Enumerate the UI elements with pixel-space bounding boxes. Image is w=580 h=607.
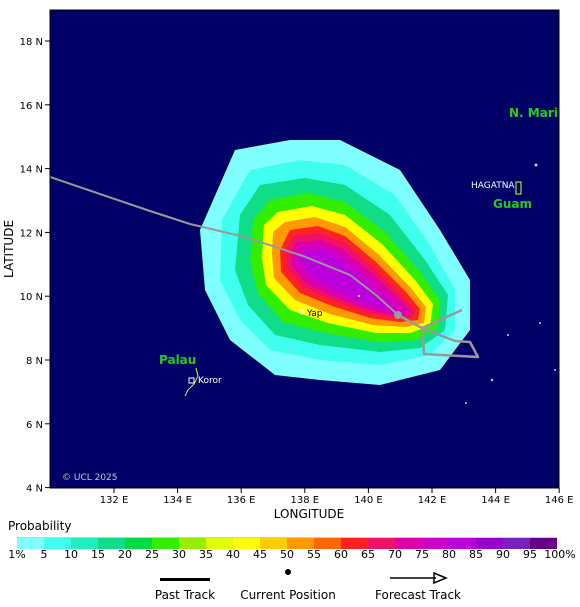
legend-swatch [476, 538, 503, 549]
x-tick-label: 132 E [100, 495, 129, 506]
legend-label: 85 [469, 548, 483, 561]
x-tick-label: 144 E [481, 495, 510, 506]
legend-label: 90 [496, 548, 510, 561]
x-axis: 132 E 134 E 136 E 138 E 140 E 142 E 144 E 146 E [100, 488, 574, 506]
place-label-koror: Koror [198, 376, 222, 386]
storm-tracks [50, 176, 480, 359]
legend-swatch [368, 538, 395, 549]
legend-label: 55 [307, 548, 321, 561]
y-tick-label: 8 N [26, 356, 43, 367]
legend-swatch [44, 538, 71, 549]
region-label-guam: Guam [493, 197, 532, 211]
atoll-7 [507, 334, 509, 336]
forecast-track-label: Forecast Track [375, 588, 461, 602]
x-tick-label: 138 E [291, 495, 320, 506]
legend-label: 95 [523, 548, 537, 561]
legend-label: 60 [334, 548, 348, 561]
y-tick-label: 18 N [20, 37, 43, 48]
past-track-line [50, 176, 399, 316]
legend-title: Probability [8, 519, 72, 533]
legend-swatch [125, 538, 152, 549]
y-tick-label: 6 N [26, 420, 43, 431]
legend-swatch [287, 538, 314, 549]
legend-swatch [206, 538, 233, 549]
x-tick-label: 136 E [227, 495, 256, 506]
x-tick-label: 146 E [545, 495, 574, 506]
atoll-5 [539, 322, 541, 324]
forecast-track-line [397, 308, 480, 359]
legend-labels: 1% 5 10 15 20 25 30 35 40 45 50 55 60 65 70 75 80 85 90 95 1… [0, 548, 580, 562]
guam-island [515, 181, 522, 195]
x-tick-label: 140 E [354, 495, 383, 506]
y-tick-label: 14 N [20, 165, 43, 176]
legend-swatch [530, 538, 557, 549]
legend-label: 65 [361, 548, 375, 561]
current-position-dot [285, 569, 291, 575]
x-tick-label: 134 E [163, 495, 192, 506]
x-axis-title: LONGITUDE [274, 507, 344, 520]
x-tick-label: 142 E [418, 495, 447, 506]
legend-label: 35 [199, 548, 213, 561]
islands [184, 163, 556, 404]
current-position-key: Current Position [238, 568, 338, 602]
legend-label: 5 [40, 548, 48, 561]
y-tick-label: 10 N [20, 292, 43, 303]
legend-label: 40 [226, 548, 240, 561]
legend-label: 100% [544, 548, 576, 561]
koror-marker [188, 377, 195, 384]
probability-map: N. Mari Guam Palau HAGATNA Yap Koror © U… [2, 9, 574, 520]
legend-color-bar [17, 537, 557, 549]
legend-label: 25 [145, 548, 159, 561]
atoll-6 [554, 369, 556, 371]
forecast-arrow-icon [390, 572, 448, 584]
y-tick-label: 16 N [20, 101, 43, 112]
past-track-key: Past Track [150, 568, 220, 602]
legend-label: 75 [415, 548, 429, 561]
yap-island [299, 309, 305, 315]
copyright-text: © UCL 2025 [62, 473, 118, 483]
legend-swatch [314, 538, 341, 549]
current-position-marker [394, 311, 402, 319]
y-tick-label: 12 N [20, 228, 43, 239]
legend-label: 45 [253, 548, 267, 561]
region-label-mariana: N. Mari [509, 106, 558, 120]
place-label-hagatna: HAGATNA [471, 181, 515, 191]
legend-swatch [395, 538, 422, 549]
legend-swatch [17, 538, 44, 549]
legend-swatch [152, 538, 179, 549]
y-tick-label: 4 N [26, 484, 43, 495]
forecast-track-key: Forecast Track [368, 568, 468, 602]
legend-label: 70 [388, 548, 402, 561]
past-track-label: Past Track [154, 588, 216, 602]
place-label-yap: Yap [306, 309, 323, 319]
atoll-3 [490, 378, 494, 382]
atoll-2 [289, 349, 291, 351]
y-axis: 18 N 16 N 14 N 12 N 10 N 8 N 6 N 4 N [20, 37, 50, 495]
legend-swatch [98, 538, 125, 549]
legend-swatch [503, 538, 530, 549]
mariana-island [534, 163, 538, 167]
map-labels: N. Mari Guam Palau HAGATNA Yap Koror © U… [62, 106, 558, 483]
legend-label: 30 [172, 548, 186, 561]
legend-swatch [233, 538, 260, 549]
legend-label: 15 [91, 548, 105, 561]
legend-label: 1% [8, 548, 26, 561]
legend-swatch [71, 538, 98, 549]
legend-label: 10 [64, 548, 78, 561]
legend-swatch [422, 538, 449, 549]
current-position-label: Current Position [240, 588, 336, 602]
past-track-line-sample [160, 578, 210, 581]
legend-swatch [179, 538, 206, 549]
palau-island [184, 367, 199, 397]
legend-swatch [449, 538, 476, 549]
atoll-4 [465, 402, 467, 404]
legend-swatch [260, 538, 287, 549]
legend-label: 50 [280, 548, 294, 561]
legend-label: 20 [118, 548, 132, 561]
legend-swatch [341, 538, 368, 549]
atoll-1 [357, 294, 361, 298]
legend-label: 80 [442, 548, 456, 561]
y-axis-title: LATITUDE [2, 220, 16, 278]
region-label-palau: Palau [159, 353, 196, 367]
